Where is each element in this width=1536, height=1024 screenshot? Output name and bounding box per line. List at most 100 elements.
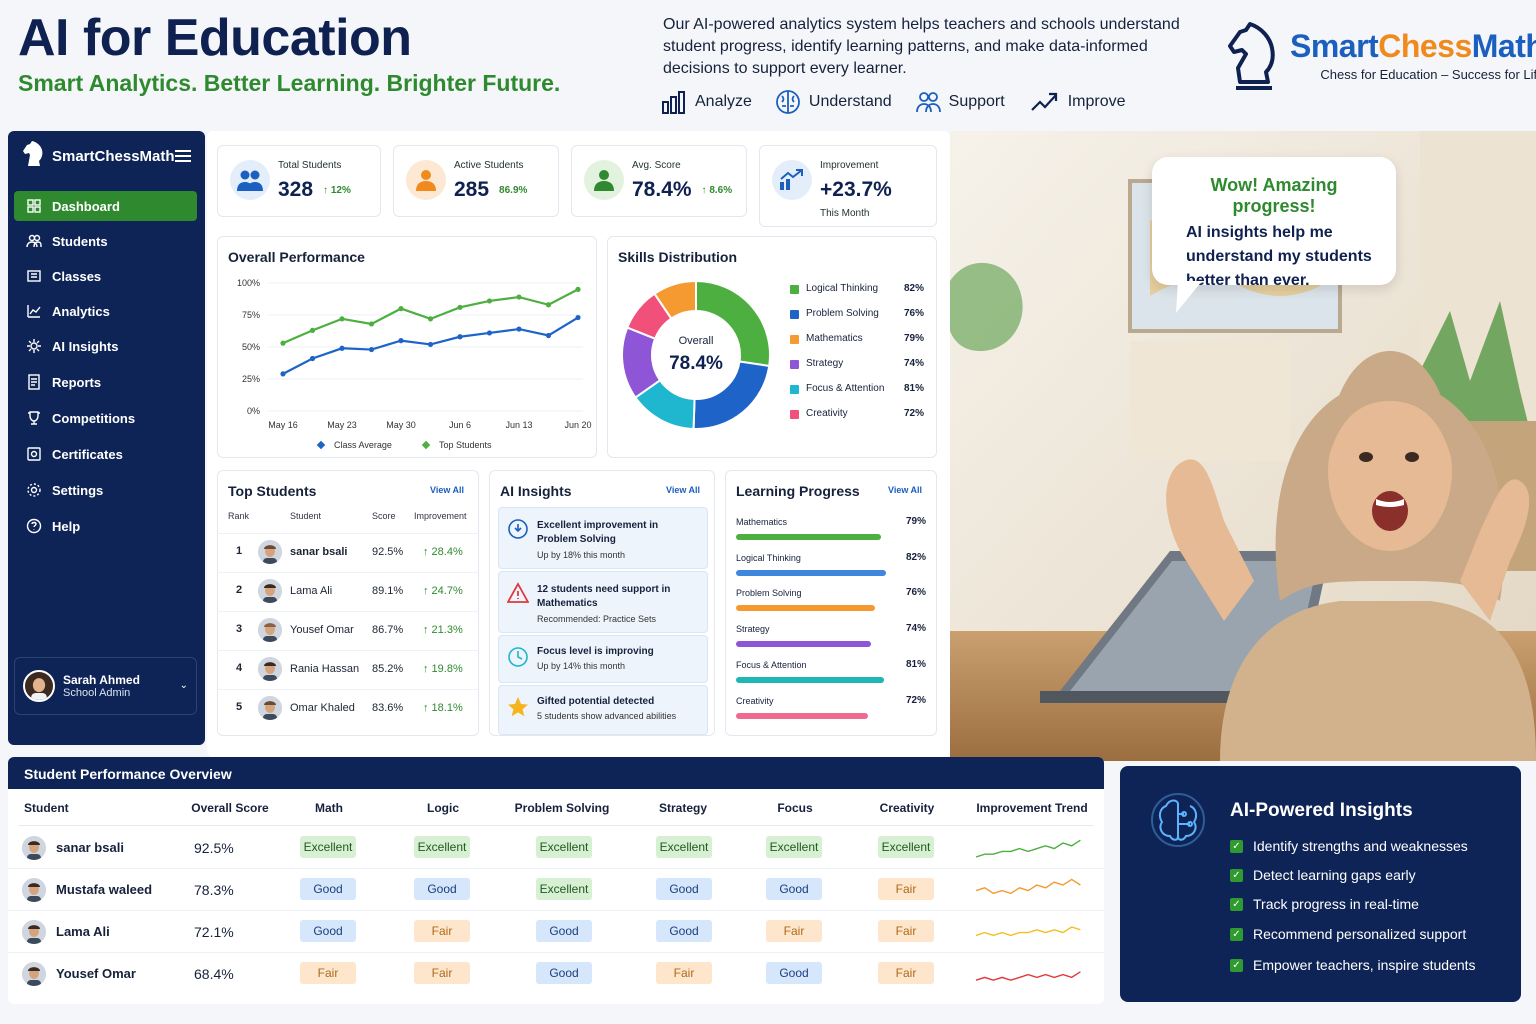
table-row[interactable]: Lama Ali 72.1% Good Fair Good Good Fair Fair (8, 911, 1104, 953)
grade-badge: Fair (414, 962, 470, 984)
progress-label: Problem Solving (736, 588, 802, 599)
insight-card[interactable]: Focus level is improving Up by 14% this m… (498, 635, 708, 683)
insight-subtitle: Recommended: Practice Sets (537, 614, 657, 624)
sidebar-item-help[interactable]: Help (14, 511, 197, 541)
table-row[interactable]: 5 Omar Khaled 83.6% ↑ 18.1% (218, 689, 478, 727)
sidebar-item-label: Students (52, 233, 108, 249)
view-all-link[interactable]: View All (429, 485, 464, 495)
insight-card[interactable]: 12 students need support in Mathematics R… (498, 571, 708, 633)
legend-swatch (790, 285, 799, 294)
legend-swatch (790, 360, 799, 369)
table-row[interactable]: 3 Yousef Omar 86.7% ↑ 21.3% (218, 611, 478, 649)
progress-bar (736, 605, 875, 612)
sidebar-item-certificates[interactable]: Certificates (14, 439, 197, 469)
donut-center-label: Overall (678, 335, 714, 347)
student-improvement: ↑ 19.8% (423, 663, 463, 675)
skill-value: 76% (903, 308, 924, 319)
sidebar: SmartChessMath Dashboard Students Classes A… (8, 131, 205, 745)
table-row[interactable]: Yousef Omar 68.4% Fair Fair Good Fair Good Fair (8, 953, 1104, 995)
pillar-label: Analyze (695, 93, 752, 110)
sidebar-item-classes[interactable]: Classes (14, 261, 197, 291)
table-row[interactable]: sanar bsali 92.5% Excellent Excellent Excell… (8, 827, 1104, 869)
knight-icon (23, 141, 43, 169)
sidebar-logo[interactable]: SmartChessMath (22, 141, 175, 171)
table-row[interactable]: 4 Rania Hassan 85.2% ↑ 19.8% (218, 650, 478, 688)
sidebar-item-reports[interactable]: Reports (14, 367, 197, 397)
sidebar-item-settings[interactable]: Settings (14, 475, 197, 505)
column-header: Overall Score (191, 801, 269, 815)
stat-card-active-students[interactable]: Active Students 285 86.9% (393, 145, 559, 217)
x-tick-label: Jun 6 (449, 420, 471, 430)
card-title: Learning Progress (736, 483, 860, 499)
legend-marker (421, 440, 431, 450)
data-point (280, 340, 286, 346)
table-row[interactable]: 2 Lama Ali 89.1% ↑ 24.7% (218, 572, 478, 610)
avatar (258, 540, 282, 564)
student-score: 85.2% (372, 663, 404, 675)
hamburger-menu-icon[interactable] (175, 150, 191, 162)
ai-icon (27, 339, 41, 353)
grade-badge: Excellent (656, 836, 712, 858)
trend-up-icon (780, 169, 803, 190)
stat-card-improvement[interactable]: Improvement +23.7% This Month (759, 145, 937, 227)
pillar-understand: Understand (774, 88, 892, 116)
ai-benefit-item: ✓ Track progress in real-time (1230, 896, 1419, 912)
page-subtitle: Smart Analytics. Better Learning. Bright… (18, 70, 561, 96)
avatar (258, 618, 282, 642)
trend-up-icon (1030, 92, 1057, 111)
insight-card[interactable]: Gifted potential detected 5 students show… (498, 685, 708, 735)
overall-score: 78.3% (194, 882, 234, 898)
chevron-down-icon[interactable]: ⌄ (179, 680, 188, 691)
certificate-icon (27, 447, 41, 461)
reports-icon (28, 374, 40, 390)
grade-badge: Excellent (536, 836, 592, 858)
sidebar-item-dashboard[interactable]: Dashboard (14, 191, 197, 221)
insight-card[interactable]: Excellent improvement in Problem Solving… (498, 507, 708, 569)
x-tick-label: Jun 20 (564, 420, 591, 430)
data-point (368, 321, 375, 327)
card-title: AI Insights (500, 483, 572, 499)
grade-badge: Good (536, 962, 592, 984)
progress-bar (736, 712, 868, 719)
avatar (22, 878, 46, 902)
progress-label: Strategy (736, 624, 770, 635)
sidebar-item-competitions[interactable]: Competitions (14, 403, 197, 433)
grade-badge: Excellent (536, 878, 592, 900)
rank: 2 (236, 584, 243, 596)
pillar-support: Support (914, 88, 1005, 116)
x-tick-label: May 23 (327, 420, 357, 430)
student-name: Mustafa waleed (56, 882, 153, 897)
insight-title: Excellent improvement in Problem Solving (537, 520, 659, 545)
legend-swatch (790, 310, 799, 319)
stat-card-total-students[interactable]: Total Students 328 ↑ 12% (217, 145, 381, 217)
stat-value: +23.7% (820, 178, 892, 201)
column-header: Creativity (879, 801, 935, 815)
grade-badge: Good (414, 878, 470, 900)
progress-value: 79% (905, 516, 926, 527)
grade-badge: Good (656, 878, 712, 900)
sidebar-item-students[interactable]: Students (14, 226, 197, 256)
user-role: School Admin (63, 687, 131, 699)
student-name: sanar bsali (56, 840, 124, 855)
user-profile[interactable]: Sarah Ahmed School Admin ⌄ (14, 657, 197, 715)
insight-subtitle: Up by 14% this month (537, 661, 626, 671)
sidebar-item-ai-insights[interactable]: AI Insights (14, 331, 197, 361)
stat-icon-wrap (772, 160, 812, 200)
brand-tagline: Chess for Education – Success for Life (1320, 67, 1536, 82)
legend-swatch (790, 410, 799, 419)
column-header: Student (24, 801, 69, 815)
view-all-link[interactable]: View All (887, 485, 922, 495)
student-improvement: ↑ 28.4% (423, 546, 463, 558)
table-row[interactable]: 1 sanar bsali 92.5% ↑ 28.4% (218, 533, 478, 571)
column-header: Logic (427, 801, 459, 815)
stat-label: Improvement (820, 160, 879, 171)
data-point (516, 294, 522, 300)
ai-benefit-text: Identify strengths and weaknesses (1253, 838, 1468, 854)
speech-bubble: Wow! Amazing progress! AI insights help … (1152, 157, 1396, 289)
stat-card-avg-score[interactable]: Avg. Score 78.4% ↑ 8.6% (571, 145, 747, 217)
table-row[interactable]: Mustafa waleed 78.3% Good Good Excellent Good… (8, 869, 1104, 911)
x-tick-label: May 30 (386, 420, 416, 430)
view-all-link[interactable]: View All (665, 485, 700, 495)
grade-badge: Good (300, 878, 356, 900)
sidebar-item-analytics[interactable]: Analytics (14, 296, 197, 326)
